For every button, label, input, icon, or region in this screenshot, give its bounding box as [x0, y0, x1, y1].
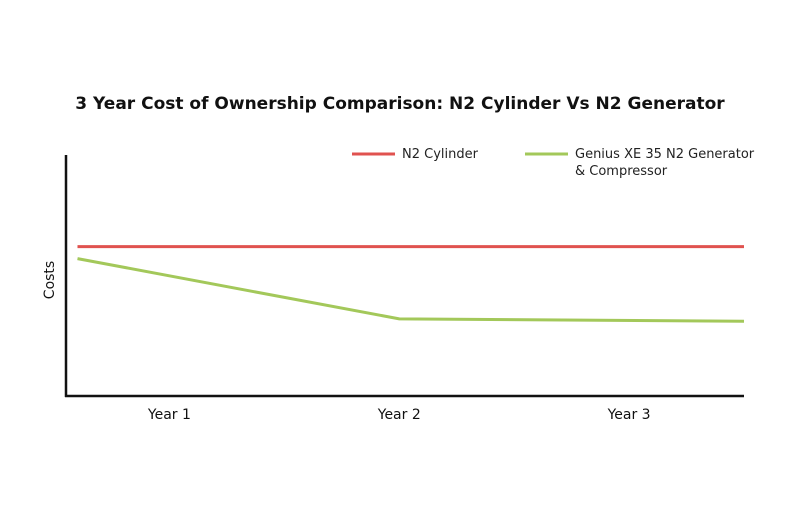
x-tick-label: Year 3 [607, 407, 651, 423]
x-tick-label: Year 1 [147, 407, 191, 423]
legend-label: Genius XE 35 N2 Generator & Compressor [575, 147, 755, 179]
legend-label: N2 Cylinder [402, 147, 478, 162]
y-axis-label: Costs [42, 261, 58, 299]
x-tick-label: Year 2 [377, 407, 421, 423]
chart-title: 3 Year Cost of Ownership Comparison: N2 … [75, 94, 725, 114]
series-line [77, 257, 745, 323]
